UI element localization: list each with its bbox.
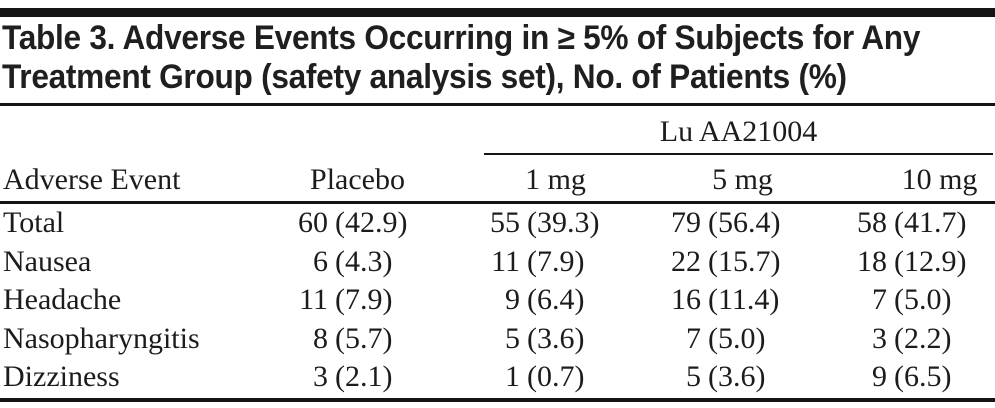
- column-header-10mg: 10 mg: [901, 162, 978, 196]
- cell-percent: (39.3): [527, 206, 600, 240]
- cell-percent: (5.7): [335, 321, 393, 355]
- cell-5mg: 16 (11.4): [615, 283, 800, 317]
- cell-1mg: 5 (3.6): [430, 322, 615, 356]
- cell-10mg: 9 (6.5): [800, 360, 995, 394]
- cell-percent: (0.7): [527, 360, 585, 394]
- table-title-line-2: Treatment Group (safety analysis set), N…: [2, 58, 847, 96]
- cell-placebo: 6 (4.3): [285, 245, 430, 279]
- cell-1mg: 1 (0.7): [430, 360, 615, 394]
- cell-1mg: 55 (39.3): [430, 206, 615, 240]
- table-title-line-1: Table 3. Adverse Events Occurring in ≥ 5…: [2, 19, 921, 57]
- cell-placebo: 3 (2.1): [285, 360, 430, 394]
- table-title: Table 3. Adverse Events Occurring in ≥ 5…: [2, 19, 927, 97]
- cell-percent: (3.6): [708, 360, 766, 394]
- cell-count: 11: [299, 283, 328, 317]
- cell-10mg: 3 (2.2): [800, 322, 995, 356]
- cell-percent: (4.3): [335, 244, 393, 278]
- cell-percent: (41.7): [894, 206, 967, 240]
- row-label: Nasopharyngitis: [3, 321, 200, 355]
- table-body: Total 60 (42.9) 55 (39.3) 79 (56.4) 58 (41.7…: [0, 204, 995, 397]
- table-row-nasopharyngitis: Nasopharyngitis 8 (5.7) 5 (3.6) 7 (5.0) 3 (2…: [0, 320, 995, 359]
- bottom-thick-rule: [0, 398, 995, 402]
- cell-count: 6: [313, 244, 328, 278]
- header-divider-rule: [0, 201, 995, 204]
- cell-placebo: 60 (42.9): [285, 206, 430, 240]
- cell-percent: (11.4): [708, 283, 780, 317]
- row-label: Nausea: [3, 244, 92, 278]
- cell-count: 3: [872, 321, 887, 355]
- cell-count: 7: [686, 321, 701, 355]
- cell-placebo: 11 (7.9): [285, 283, 430, 317]
- table-row-nausea: Nausea 6 (4.3) 11 (7.9) 22 (15.7) 18 (12.9): [0, 243, 995, 282]
- cell-percent: (6.5): [894, 360, 952, 394]
- row-label: Total: [3, 206, 65, 240]
- cell-count: 9: [872, 360, 887, 394]
- cell-count: 5: [686, 360, 701, 394]
- cell-percent: (7.9): [335, 283, 393, 317]
- column-header-row: Adverse Event Placebo 1 mg 5 mg 10 mg: [0, 158, 995, 201]
- cell-percent: (2.2): [894, 321, 952, 355]
- cell-percent: (5.0): [708, 321, 766, 355]
- cell-count: 7: [872, 283, 887, 317]
- cell-count: 16: [671, 283, 701, 317]
- cell-placebo: 8 (5.7): [285, 322, 430, 356]
- column-header-adverse-event: Adverse Event: [3, 162, 181, 196]
- cell-10mg: 58 (41.7): [800, 206, 995, 240]
- cell-percent: (15.7): [708, 244, 781, 278]
- cell-10mg: 18 (12.9): [800, 245, 995, 279]
- cell-percent: (42.9): [335, 206, 408, 240]
- cell-count: 5: [505, 321, 520, 355]
- cell-percent: (6.4): [527, 283, 585, 317]
- cell-5mg: 79 (56.4): [615, 206, 800, 240]
- cell-percent: (3.6): [527, 321, 585, 355]
- cell-percent: (7.9): [527, 244, 585, 278]
- cell-count: 11: [491, 244, 520, 278]
- cell-5mg: 7 (5.0): [615, 322, 800, 356]
- column-header-5mg: 5 mg: [712, 162, 773, 196]
- table-row-total: Total 60 (42.9) 55 (39.3) 79 (56.4) 58 (41.7…: [0, 204, 995, 243]
- drug-group-underline-rule: [484, 153, 993, 155]
- table-row-dizziness: Dizziness 3 (2.1) 1 (0.7) 5 (3.6) 9 (6.5): [0, 358, 995, 397]
- cell-percent: (56.4): [708, 206, 781, 240]
- cell-count: 58: [857, 206, 887, 240]
- cell-5mg: 5 (3.6): [615, 360, 800, 394]
- cell-percent: (5.0): [894, 283, 952, 317]
- column-header-1mg: 1 mg: [525, 162, 586, 196]
- title-divider-rule: [0, 103, 995, 106]
- cell-count: 79: [671, 206, 701, 240]
- row-label: Dizziness: [3, 360, 120, 394]
- table-row-headache: Headache 11 (7.9) 9 (6.4) 16 (11.4) 7 (5.0): [0, 281, 995, 320]
- cell-10mg: 7 (5.0): [800, 283, 995, 317]
- column-header-placebo: Placebo: [310, 162, 405, 196]
- cell-count: 9: [505, 283, 520, 317]
- drug-group-header: Lu AA21004: [659, 115, 818, 148]
- cell-1mg: 11 (7.9): [430, 245, 615, 279]
- top-thick-rule: [0, 8, 995, 17]
- cell-count: 8: [313, 321, 328, 355]
- cell-count: 60: [298, 206, 328, 240]
- cell-percent: (2.1): [335, 360, 393, 394]
- cell-count: 3: [313, 360, 328, 394]
- cell-percent: (12.9): [894, 244, 967, 278]
- cell-1mg: 9 (6.4): [430, 283, 615, 317]
- cell-count: 18: [857, 244, 887, 278]
- cell-count: 55: [490, 206, 520, 240]
- cell-count: 1: [505, 360, 520, 394]
- row-label: Headache: [3, 283, 122, 317]
- cell-5mg: 22 (15.7): [615, 245, 800, 279]
- cell-count: 22: [671, 244, 701, 278]
